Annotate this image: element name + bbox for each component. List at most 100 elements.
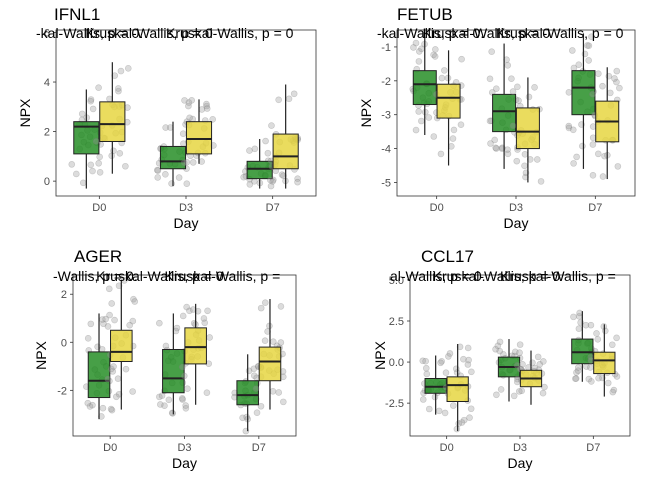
data-point [589,172,597,179]
data-point [89,105,97,113]
data-point [206,334,213,341]
data-point [575,325,583,332]
data-point [531,84,538,91]
box-d3-s1 [515,107,540,150]
data-point [277,303,285,310]
data-point [185,102,192,110]
data-point [570,160,577,167]
y-tick-label: 2 [61,289,67,301]
panel-title: FETUB [397,5,453,24]
y-axis-label: NPX [17,98,33,127]
data-point [181,97,188,104]
y-tick-label: -1 [381,42,391,54]
data-point [92,138,100,145]
data-point [611,75,618,82]
data-point [73,170,80,178]
data-point [154,167,162,174]
x-tick-label: D7 [266,202,280,214]
data-point [432,46,439,53]
data-point [586,364,594,371]
data-point [540,358,547,365]
data-point [113,393,120,401]
stat-annotation: Kruskal-Wallis, p = 0 [96,268,224,284]
data-point [616,84,623,92]
data-point [585,42,593,50]
data-point [513,362,521,369]
data-point [418,117,425,125]
data-point [526,156,534,163]
data-point [203,100,210,108]
y-tick-label: -5 [381,177,391,189]
data-point [599,173,607,180]
data-point [493,391,500,399]
data-point [516,349,523,356]
data-point [606,89,614,97]
data-point [488,48,495,55]
data-point [201,319,209,327]
x-tick-label: D7 [252,442,266,454]
x-axis-label: Day [508,455,533,471]
data-point [565,89,573,96]
data-point [239,414,246,422]
y-tick-label: -2 [381,76,391,88]
stat-annotation: Kruskal-Wallis, p = 0 [166,25,294,41]
data-point [593,330,600,337]
stat-annotation: -kal-Wallis, p = 0. [36,25,143,41]
data-point [529,359,536,367]
data-point [280,398,287,406]
data-point [441,67,448,74]
data-point [115,390,123,398]
data-point [423,370,431,378]
data-point [115,85,122,92]
stat-annotations: al-Wallis, p = 0.Kruskal-Wallis, p = 0Kr… [390,268,616,284]
data-point [246,147,253,154]
data-point [425,114,433,121]
data-point [437,150,445,158]
data-point [204,307,211,315]
data-point [494,342,502,350]
data-point [572,375,580,382]
data-point [294,175,301,182]
data-point [585,57,592,64]
data-point [86,403,94,410]
data-point [536,360,544,368]
data-point [157,401,164,408]
data-point [431,53,439,60]
data-point [539,389,547,397]
data-point [587,357,595,364]
data-point [269,387,277,395]
box-d0-s1 [446,376,469,403]
data-point [534,353,542,361]
data-point [87,96,95,103]
data-point [269,338,277,345]
data-point [161,402,168,409]
data-point [250,372,258,380]
data-point [96,153,103,161]
data-point [570,313,577,321]
data-point [410,44,417,51]
data-point [487,140,494,147]
data-point [173,324,181,332]
data-point [183,303,190,311]
data-point [209,116,217,123]
data-point [599,82,606,90]
stat-annotation: -kal-Wallis, p = 0. [377,25,484,41]
box-d7-s1 [593,351,616,375]
y-axis-label: NPX [372,340,388,369]
data-point [609,388,617,396]
data-point [186,114,193,122]
data-point [264,149,272,157]
data-point [497,386,505,393]
box-d7-s0 [571,70,596,116]
data-point [183,180,191,187]
data-point [458,55,465,63]
data-point [437,359,444,367]
data-point [106,95,113,103]
data-point [574,367,582,375]
data-point [518,387,525,395]
data-point [104,323,112,330]
data-point [156,319,163,327]
data-point [438,358,446,365]
data-point [445,353,452,360]
data-point [129,388,136,395]
